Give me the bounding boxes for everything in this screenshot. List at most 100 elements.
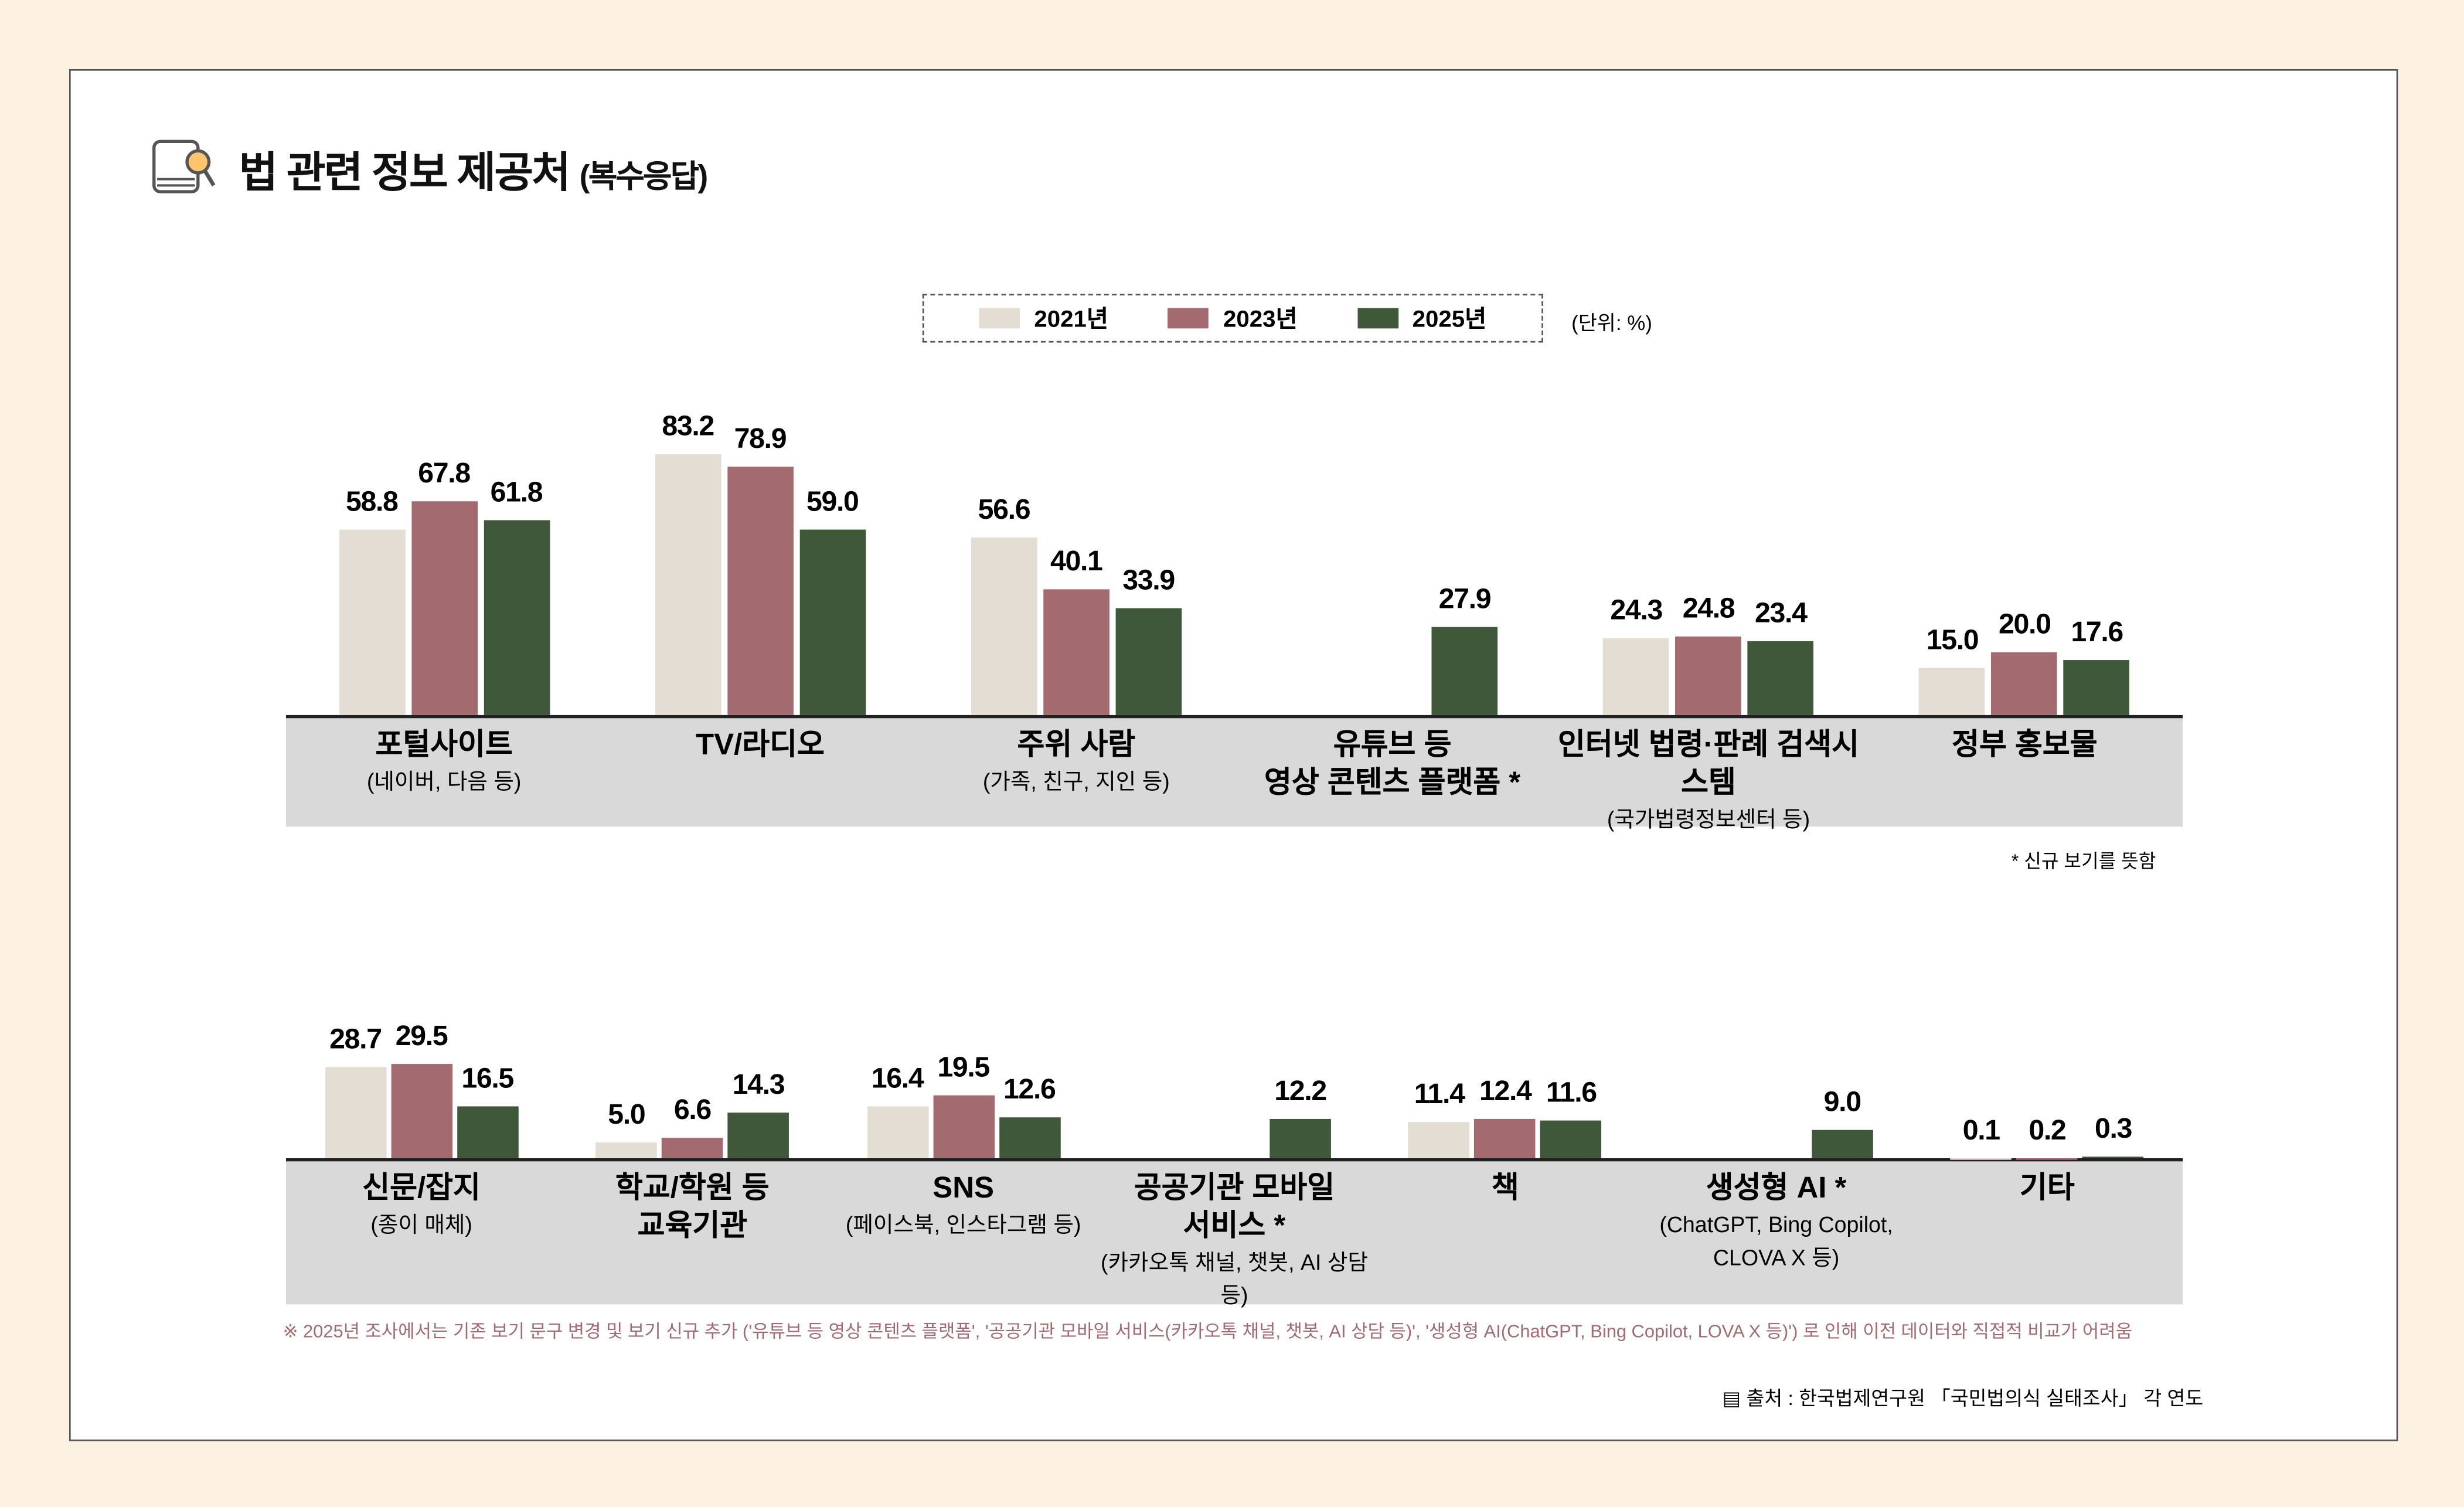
data-label: 24.3 xyxy=(1610,594,1663,627)
bar-2025년 xyxy=(999,1118,1060,1158)
source-text: 출처 : 한국법제연구원 「국민법의식 실태조사」 각 연도 xyxy=(1746,1387,2204,1410)
data-label: 58.8 xyxy=(345,486,399,518)
category-main: 인터넷 법령·판례 검색시스템 xyxy=(1558,729,1859,800)
bar-2023년 xyxy=(1992,652,2058,715)
category-main: TV/라디오 xyxy=(696,729,825,763)
bar-2025년 xyxy=(2064,659,2130,715)
bar-2021년 xyxy=(325,1066,386,1158)
category-label: 인터넷 법령·판례 검색시스템 (국가법령정보센터 등) xyxy=(1550,727,1866,836)
bar-2023년 xyxy=(411,502,477,715)
bar-2025년 xyxy=(1431,627,1498,715)
legend-2025: 2025년 xyxy=(1357,302,1486,335)
bar-2025년 xyxy=(799,529,866,715)
data-label: 78.9 xyxy=(734,423,787,455)
new-item-note: * 신규 보기를 뜻함 xyxy=(2011,850,2156,873)
data-label: 16.4 xyxy=(871,1062,924,1094)
book-magnifier-icon xyxy=(152,140,216,193)
bar-2023년 xyxy=(390,1064,452,1158)
data-label: 17.6 xyxy=(2071,615,2123,648)
data-label: 19.5 xyxy=(937,1052,990,1084)
bar-2023년 xyxy=(1475,1118,1536,1158)
data-label: 9.0 xyxy=(1823,1085,1861,1117)
category-label: 학교/학원 등 교육기관 xyxy=(557,1171,828,1246)
category-sub: (ChatGPT, Bing Copilot, CLOVA X 등) xyxy=(1659,1212,1893,1270)
data-label: 27.9 xyxy=(1438,583,1492,615)
data-label: 14.3 xyxy=(732,1069,785,1100)
legend: 2021년 2023년 2025년 xyxy=(922,294,1543,343)
data-label: 83.2 xyxy=(662,409,714,441)
data-label: 24.8 xyxy=(1682,593,1735,625)
category-label: 기타 xyxy=(1912,1171,2183,1208)
data-label: 11.4 xyxy=(1414,1077,1465,1110)
category-label: 신문/잡지 (종이 매체) xyxy=(286,1171,557,1241)
data-label: 15.0 xyxy=(1926,624,1979,656)
legend-swatch xyxy=(979,308,1020,329)
bar-2021년 xyxy=(655,453,721,715)
category-sub: (종이 매체) xyxy=(370,1212,472,1237)
legend-label: 2025년 xyxy=(1412,306,1487,334)
category-main: 신문/잡지 xyxy=(362,1172,481,1206)
data-label: 12.6 xyxy=(1003,1074,1056,1105)
data-label: 67.8 xyxy=(418,458,471,489)
bar-2021년 xyxy=(866,1105,928,1158)
data-label: 12.2 xyxy=(1274,1075,1327,1107)
data-label: 61.8 xyxy=(490,477,543,509)
legend-label: 2021년 xyxy=(1034,306,1108,334)
bar-2021년 xyxy=(338,530,405,715)
bar-2025년 xyxy=(457,1105,518,1158)
category-label: TV/라디오 xyxy=(602,727,918,765)
legend-2021: 2021년 xyxy=(979,302,1108,335)
data-label: 11.6 xyxy=(1546,1077,1597,1109)
data-label: 0.1 xyxy=(1962,1114,2000,1145)
category-label: 생성형 AI * (ChatGPT, Bing Copilot, CLOVA X … xyxy=(1641,1171,1911,1274)
bar-2025년 xyxy=(2082,1157,2144,1158)
category-sub: (국가법령정보센터 등) xyxy=(1607,806,1810,832)
bar-2025년 xyxy=(1811,1129,1873,1158)
category-band xyxy=(285,716,2183,827)
bar-2023년 xyxy=(932,1096,994,1158)
category-sub: (네이버, 다음 등) xyxy=(366,768,522,794)
category-label: 정부 홍보물 xyxy=(1867,727,2183,765)
category-main: SNS xyxy=(932,1172,995,1206)
category-band xyxy=(285,1159,2183,1305)
baseline xyxy=(285,715,2183,719)
category-main: 유튜브 등 영상 콘텐츠 플랫폼 * xyxy=(1264,729,1521,800)
legend-2023: 2023년 xyxy=(1168,302,1297,335)
data-label: 33.9 xyxy=(1122,564,1175,596)
baseline xyxy=(285,1158,2183,1162)
category-sub: (페이스북, 인스타그램 등) xyxy=(845,1212,1081,1237)
bar-2025년 xyxy=(1540,1121,1602,1158)
category-label: 공공기관 모바일 서비스 * (카카오톡 채널, 챗봇, AI 상담 등) xyxy=(1099,1171,1370,1312)
data-label: 12.4 xyxy=(1479,1074,1532,1106)
bar-2025년 xyxy=(1270,1119,1331,1158)
title-suffix: (복수응답) xyxy=(579,160,709,195)
data-label: 5.0 xyxy=(608,1098,645,1130)
bar-2023년 xyxy=(662,1137,723,1158)
category-label: SNS (페이스북, 인스타그램 등) xyxy=(828,1171,1099,1241)
source: ▤ 출처 : 한국법제연구원 「국민법의식 실태조사」 각 연도 xyxy=(1722,1382,2203,1411)
data-label: 59.0 xyxy=(806,485,859,518)
footnote: ※ 2025년 조사에서는 기존 보기 문구 변경 및 보기 신규 추가 ('유… xyxy=(283,1323,2133,1342)
data-label: 0.2 xyxy=(2029,1113,2066,1145)
data-label: 16.5 xyxy=(461,1062,514,1093)
category-label: 책 xyxy=(1370,1171,1641,1208)
category-sub: (가족, 친구, 지인 등) xyxy=(982,768,1170,794)
data-label: 6.6 xyxy=(673,1093,712,1125)
category-label: 유튜브 등 영상 콘텐츠 플랫폼 * xyxy=(1234,727,1550,803)
unit-label: (단위: %) xyxy=(1571,311,1652,335)
category-main: 생성형 AI * xyxy=(1706,1172,1847,1206)
bar-2021년 xyxy=(971,537,1037,715)
category-main: 정부 홍보물 xyxy=(1952,729,2098,763)
bar-2021년 xyxy=(595,1142,658,1158)
category-main: 포털사이트 xyxy=(375,729,513,763)
bar-2021년 xyxy=(1603,638,1669,715)
data-label: 40.1 xyxy=(1050,545,1103,577)
data-label: 29.5 xyxy=(395,1020,448,1052)
category-main: 공공기관 모바일 서비스 * xyxy=(1134,1172,1335,1243)
bar-2025년 xyxy=(727,1113,789,1158)
title-text: 법 관련 정보 제공처 xyxy=(239,149,571,197)
category-main: 주위 사람 xyxy=(1017,729,1136,763)
bar-2025년 xyxy=(1115,608,1182,715)
bar-2021년 xyxy=(1919,668,1986,715)
